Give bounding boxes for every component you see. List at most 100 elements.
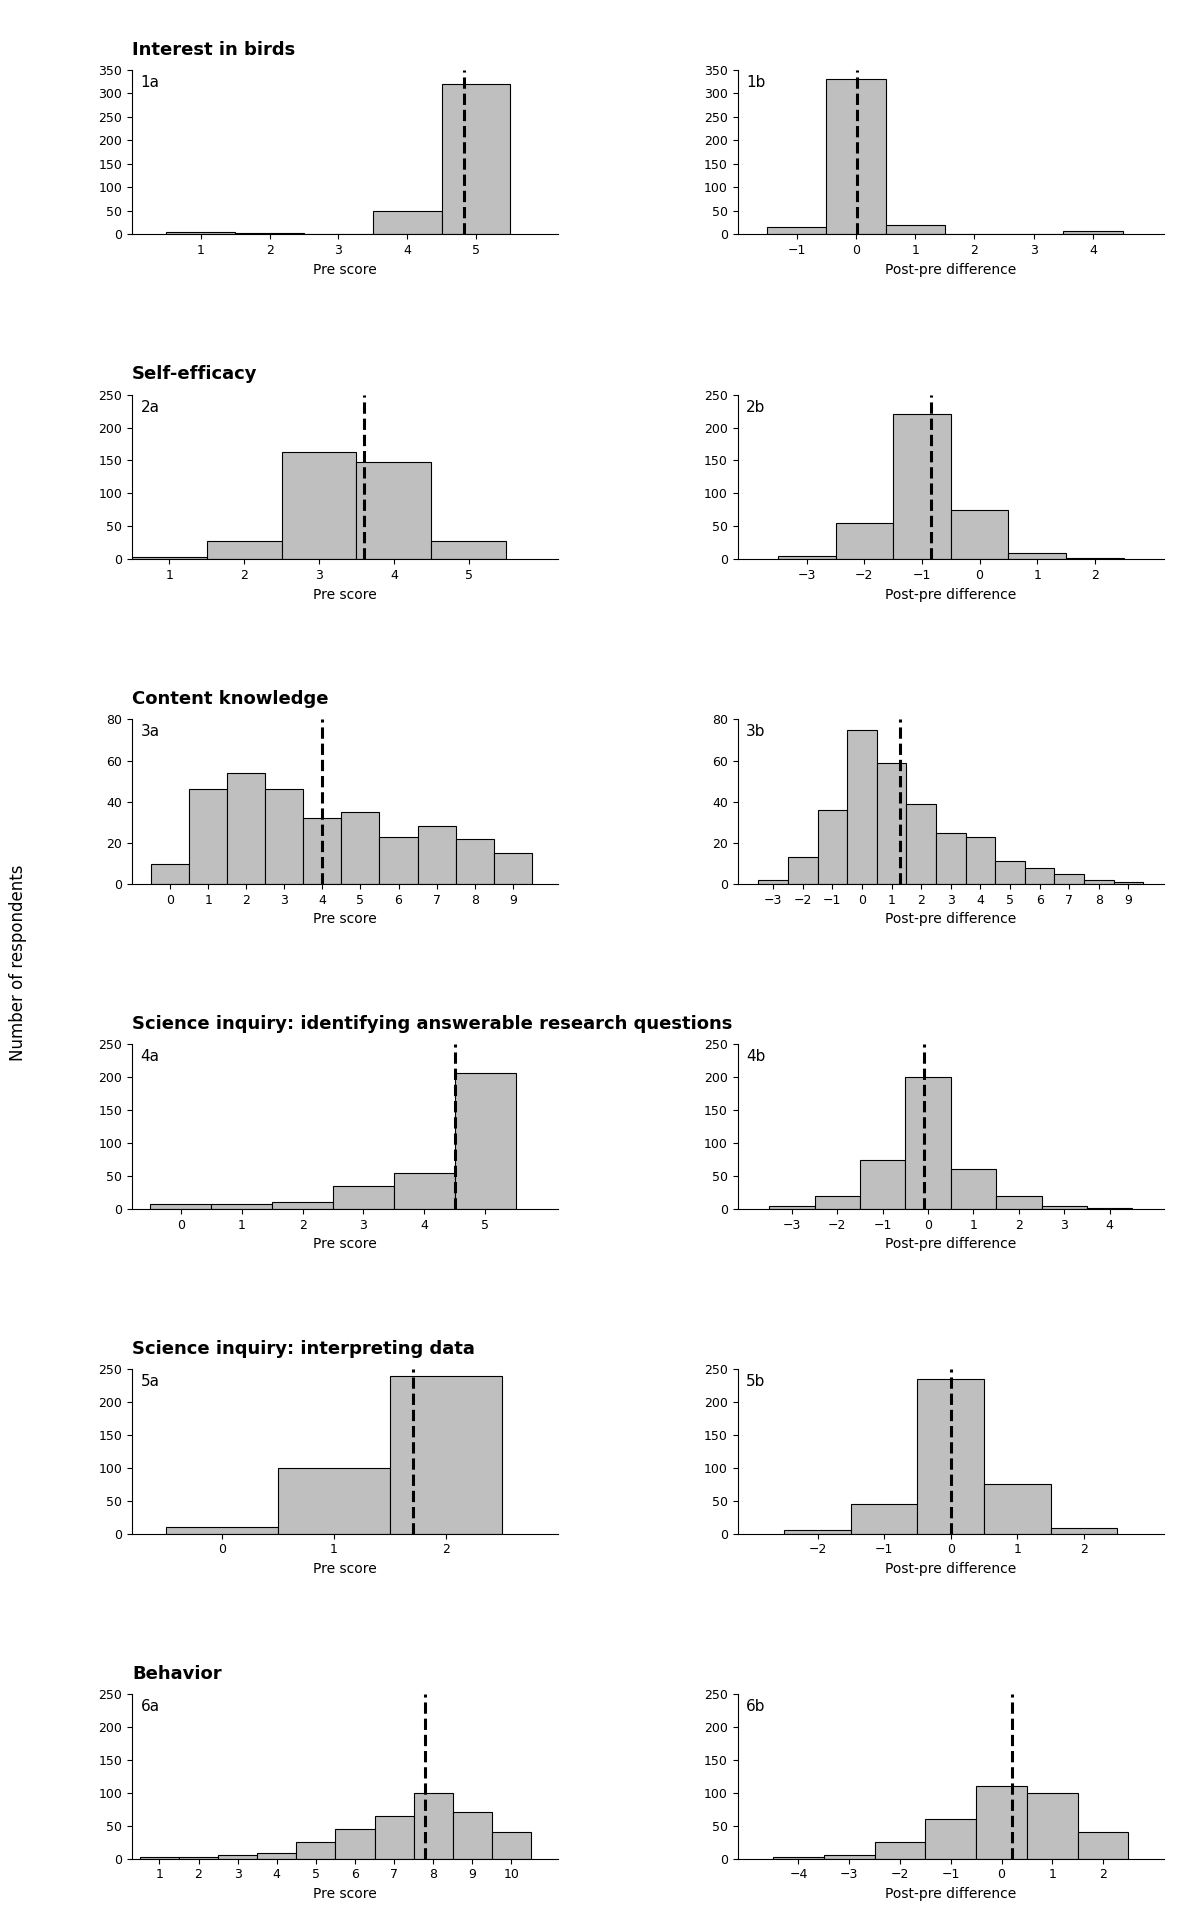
Text: 6b: 6b	[746, 1699, 766, 1714]
Bar	[431, 541, 506, 559]
Bar	[966, 836, 995, 884]
Bar	[296, 1841, 336, 1859]
Bar	[860, 1159, 906, 1210]
X-axis label: Post-pre difference: Post-pre difference	[886, 587, 1016, 601]
Bar	[342, 813, 379, 884]
Bar	[452, 1812, 492, 1859]
Text: Number of respondents: Number of respondents	[8, 865, 28, 1061]
Text: Content knowledge: Content knowledge	[132, 690, 329, 709]
Bar	[150, 1204, 211, 1210]
Bar	[827, 79, 886, 235]
Bar	[282, 453, 356, 559]
Bar	[950, 510, 1008, 559]
Text: Behavior: Behavior	[132, 1664, 222, 1683]
Bar	[906, 1077, 950, 1210]
Bar	[769, 1206, 815, 1210]
Bar	[414, 1793, 452, 1859]
Bar	[151, 863, 190, 884]
X-axis label: Pre score: Pre score	[313, 1236, 377, 1252]
Text: 2a: 2a	[140, 399, 160, 414]
Bar	[278, 1468, 390, 1533]
Bar	[815, 1196, 860, 1210]
Bar	[925, 1818, 976, 1859]
Bar	[379, 836, 418, 884]
Bar	[356, 462, 431, 559]
Bar	[272, 1202, 334, 1210]
Bar	[936, 832, 966, 884]
Bar	[1008, 553, 1066, 559]
X-axis label: Post-pre difference: Post-pre difference	[886, 1887, 1016, 1901]
X-axis label: Post-pre difference: Post-pre difference	[886, 1562, 1016, 1575]
Bar	[373, 212, 442, 235]
Bar	[265, 790, 304, 884]
Bar	[218, 1855, 257, 1859]
Bar	[166, 1527, 278, 1533]
Bar	[1078, 1832, 1128, 1859]
Bar	[1027, 1793, 1078, 1859]
Bar	[835, 524, 893, 559]
Bar	[886, 225, 944, 235]
Bar	[1025, 867, 1055, 884]
X-axis label: Pre score: Pre score	[313, 262, 377, 277]
Bar	[132, 557, 206, 559]
X-axis label: Pre score: Pre score	[313, 587, 377, 601]
Text: 2b: 2b	[746, 399, 766, 414]
Bar	[206, 541, 282, 559]
Bar	[758, 880, 788, 884]
Bar	[492, 1832, 532, 1859]
Bar	[1042, 1206, 1087, 1210]
Text: 3a: 3a	[140, 724, 160, 740]
Bar	[1114, 882, 1144, 884]
Bar	[906, 803, 936, 884]
Bar	[1084, 880, 1114, 884]
Bar	[1055, 874, 1084, 884]
Bar	[493, 853, 532, 884]
Bar	[995, 861, 1025, 884]
Bar	[390, 1375, 503, 1533]
Text: 3b: 3b	[746, 724, 766, 740]
Bar	[257, 1853, 296, 1859]
Bar	[875, 1841, 925, 1859]
Bar	[455, 1073, 516, 1210]
Text: 5b: 5b	[746, 1373, 766, 1389]
Bar	[304, 819, 342, 884]
Bar	[394, 1173, 455, 1210]
Bar	[227, 772, 265, 884]
Bar	[140, 1857, 179, 1859]
X-axis label: Post-pre difference: Post-pre difference	[886, 262, 1016, 277]
Bar	[334, 1186, 394, 1210]
Bar	[877, 763, 906, 884]
Bar	[767, 227, 827, 235]
Bar	[456, 840, 493, 884]
Text: 6a: 6a	[140, 1699, 160, 1714]
Text: 4a: 4a	[140, 1050, 160, 1065]
Bar	[773, 1857, 824, 1859]
Text: Science inquiry: interpreting data: Science inquiry: interpreting data	[132, 1340, 475, 1358]
Bar	[996, 1196, 1042, 1210]
Text: Interest in birds: Interest in birds	[132, 40, 295, 58]
Bar	[788, 857, 817, 884]
Bar	[336, 1830, 374, 1859]
Bar	[976, 1785, 1027, 1859]
Bar	[211, 1204, 272, 1210]
Bar	[1051, 1529, 1117, 1533]
Bar	[984, 1485, 1051, 1533]
X-axis label: Pre score: Pre score	[313, 1562, 377, 1575]
Bar	[778, 557, 835, 559]
X-axis label: Post-pre difference: Post-pre difference	[886, 913, 1016, 926]
Text: Science inquiry: identifying answerable research questions: Science inquiry: identifying answerable …	[132, 1015, 732, 1032]
Bar	[851, 1504, 918, 1533]
Bar	[817, 811, 847, 884]
Text: 4b: 4b	[746, 1050, 766, 1065]
Bar	[418, 826, 456, 884]
Text: 5a: 5a	[140, 1373, 160, 1389]
Text: 1b: 1b	[746, 75, 766, 91]
X-axis label: Post-pre difference: Post-pre difference	[886, 1236, 1016, 1252]
X-axis label: Pre score: Pre score	[313, 913, 377, 926]
Bar	[1063, 231, 1122, 235]
Bar	[847, 730, 877, 884]
Bar	[374, 1816, 414, 1859]
Bar	[918, 1379, 984, 1533]
Text: Self-efficacy: Self-efficacy	[132, 366, 258, 383]
Bar	[442, 85, 510, 235]
